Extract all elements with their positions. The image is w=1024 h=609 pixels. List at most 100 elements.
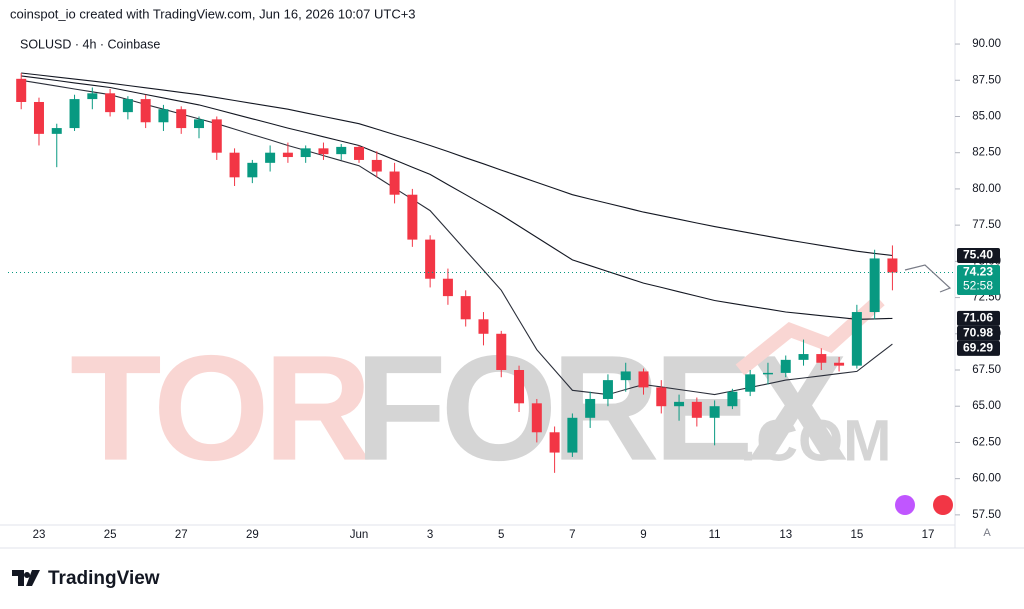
candle-body bbox=[585, 398, 596, 418]
candle-body bbox=[211, 119, 222, 153]
candle-body bbox=[727, 391, 738, 407]
candle-body bbox=[602, 380, 613, 399]
x-tick-label: 17 bbox=[922, 529, 935, 541]
y-tick-label: 85.00 bbox=[972, 111, 1001, 123]
x-tick-label: 29 bbox=[246, 529, 259, 541]
price-label-box bbox=[957, 325, 1000, 341]
candle-body bbox=[407, 194, 418, 240]
price-label-box bbox=[957, 310, 1000, 326]
y-tick-label: 65.00 bbox=[972, 400, 1001, 412]
icon[interactable] bbox=[895, 495, 915, 515]
candle-body bbox=[442, 278, 453, 297]
moving-average bbox=[21, 75, 893, 320]
symbol-legend: SOLUSD · 4h · Coinbase bbox=[20, 37, 160, 51]
y-tick-label: 62.50 bbox=[972, 436, 1001, 448]
candle-body bbox=[51, 128, 62, 134]
candle-body bbox=[531, 403, 542, 433]
candle-body bbox=[478, 319, 489, 334]
candle-body bbox=[87, 93, 98, 100]
plot bbox=[8, 72, 955, 473]
price-label: 71.06 bbox=[963, 311, 993, 325]
price-label-box bbox=[957, 248, 1000, 264]
candle-body bbox=[140, 99, 151, 123]
candle-body bbox=[318, 148, 329, 155]
icon[interactable] bbox=[933, 495, 953, 515]
candle-body bbox=[851, 312, 862, 366]
logo-mark bbox=[12, 570, 40, 586]
watermark: TOR FOREX .COM bbox=[70, 294, 891, 492]
x-tick-label: 5 bbox=[498, 529, 504, 541]
candle-body bbox=[282, 152, 293, 158]
candle-body bbox=[816, 354, 827, 363]
y-tick-label: 67.50 bbox=[972, 364, 1001, 376]
countdown: 52:58 bbox=[963, 279, 993, 293]
y-tick-label: 82.50 bbox=[972, 147, 1001, 159]
watermark-part: .COM bbox=[740, 408, 891, 473]
candle-body bbox=[869, 258, 880, 313]
candle-body bbox=[229, 152, 240, 178]
candle-body bbox=[887, 258, 898, 273]
candle-body bbox=[247, 162, 258, 178]
candle-body bbox=[16, 78, 27, 102]
x-tick-label: 13 bbox=[779, 529, 792, 541]
candle-body bbox=[389, 171, 400, 195]
candle-body bbox=[300, 148, 311, 158]
watermark-part: TOR bbox=[70, 324, 370, 492]
brand-logo: TradingView bbox=[12, 568, 160, 589]
candle-body bbox=[745, 374, 756, 392]
x-tick-label: 11 bbox=[709, 529, 721, 541]
projection-arrow bbox=[904, 264, 952, 293]
candle-body bbox=[762, 372, 773, 375]
y-tick-label: 87.50 bbox=[972, 74, 1001, 86]
candle-body bbox=[122, 99, 133, 113]
candle-body bbox=[691, 401, 702, 418]
candle-body bbox=[514, 369, 525, 404]
x-tick-label: 9 bbox=[640, 529, 646, 541]
candle-body bbox=[798, 354, 809, 360]
candle-body bbox=[158, 109, 169, 123]
x-tick-label: 15 bbox=[850, 529, 863, 541]
candle-body bbox=[780, 359, 791, 373]
x-tick-label: 23 bbox=[33, 529, 46, 541]
price-label: 74.23 bbox=[963, 265, 993, 279]
price-label-box bbox=[957, 264, 1000, 295]
candle-body bbox=[33, 101, 44, 134]
y-tick-label: 57.50 bbox=[972, 509, 1001, 521]
candle-body bbox=[354, 146, 365, 160]
candle-body bbox=[709, 406, 720, 418]
candle-body bbox=[176, 109, 187, 129]
candle-body bbox=[638, 371, 649, 388]
candle-body bbox=[425, 239, 436, 279]
y-tick-label: 80.00 bbox=[972, 183, 1001, 195]
candle-body bbox=[496, 333, 507, 370]
candle-body bbox=[371, 159, 382, 172]
header: coinspot_io created with TradingView.com… bbox=[10, 6, 416, 21]
x-tick-label: 27 bbox=[175, 529, 188, 541]
candle-body bbox=[336, 146, 347, 155]
auto-scale-button[interactable]: A bbox=[983, 527, 991, 539]
candle-body bbox=[656, 387, 667, 407]
x-tick-label: 25 bbox=[104, 529, 117, 541]
brand-text: TradingView bbox=[48, 568, 160, 589]
watermark-part: FOREX bbox=[355, 324, 847, 492]
price-label: 75.40 bbox=[963, 248, 993, 262]
candle-body bbox=[265, 152, 276, 163]
candle-body bbox=[834, 362, 845, 366]
price-label: 70.98 bbox=[963, 326, 993, 340]
y-tick-label: 60.00 bbox=[972, 473, 1001, 485]
candle-body bbox=[674, 401, 685, 407]
candle-body bbox=[105, 93, 116, 113]
y-tick-label: 90.00 bbox=[972, 38, 1001, 50]
moving-average bbox=[21, 72, 893, 257]
x-tick-label: Jun bbox=[350, 529, 369, 541]
candle-body bbox=[69, 99, 80, 129]
candle-body bbox=[549, 432, 560, 453]
price-label: 69.29 bbox=[963, 341, 993, 355]
y-tick-label: 77.50 bbox=[972, 219, 1001, 231]
candle-body bbox=[620, 371, 631, 381]
candle-body bbox=[194, 119, 204, 129]
x-tick-label: 7 bbox=[569, 529, 575, 541]
candle-body bbox=[460, 296, 471, 320]
